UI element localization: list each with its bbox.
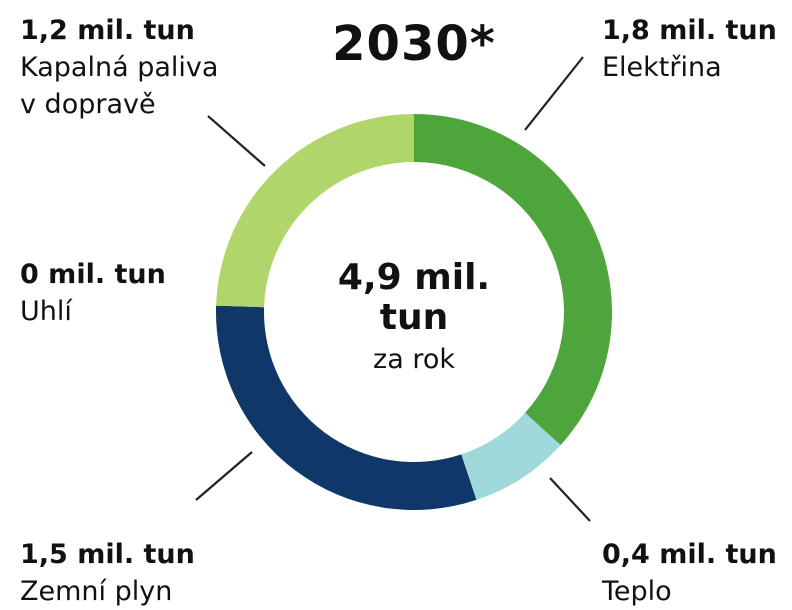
- slice-label-uhli: 0 mil. tun Uhlí: [20, 256, 166, 330]
- donut-center-label: 4,9 mil. tun za rok: [314, 258, 514, 378]
- leader-line-elektrina: [524, 56, 584, 131]
- slice-value: 0 mil. tun: [20, 259, 166, 290]
- slice-label-elektrina: 1,8 mil. tun Elektřina: [602, 12, 777, 86]
- total-value: 4,9 mil. tun: [337, 257, 491, 338]
- donut-slice-1: [461, 412, 561, 500]
- slice-name: Elektřina: [602, 52, 722, 83]
- leader-line-zemni-plyn: [195, 451, 253, 501]
- total-unit-note: za rok: [373, 344, 455, 375]
- slice-name: Teplo: [602, 576, 672, 607]
- donut-slice-0: [414, 114, 613, 446]
- slice-name: Uhlí: [20, 296, 72, 327]
- slice-name: Zemní plyn: [20, 576, 173, 607]
- chart-title: 2030*: [332, 16, 496, 72]
- slice-value: 1,2 mil. tun: [20, 15, 195, 46]
- slice-label-teplo: 0,4 mil. tun Teplo: [602, 536, 777, 610]
- leader-line-teplo: [549, 477, 591, 522]
- leader-line-kapalna-paliva: [207, 115, 266, 167]
- donut-slice-2: [215, 305, 477, 510]
- slice-label-kapalna-paliva: 1,2 mil. tun Kapalná paliva v dopravě: [20, 12, 218, 123]
- slice-value: 0,4 mil. tun: [602, 539, 777, 570]
- slice-name: Kapalná paliva v dopravě: [20, 52, 219, 120]
- slice-value: 1,8 mil. tun: [602, 15, 777, 46]
- donut-slice-4: [216, 113, 414, 308]
- slice-label-zemni-plyn: 1,5 mil. tun Zemní plyn: [20, 536, 195, 610]
- slice-value: 1,5 mil. tun: [20, 539, 195, 570]
